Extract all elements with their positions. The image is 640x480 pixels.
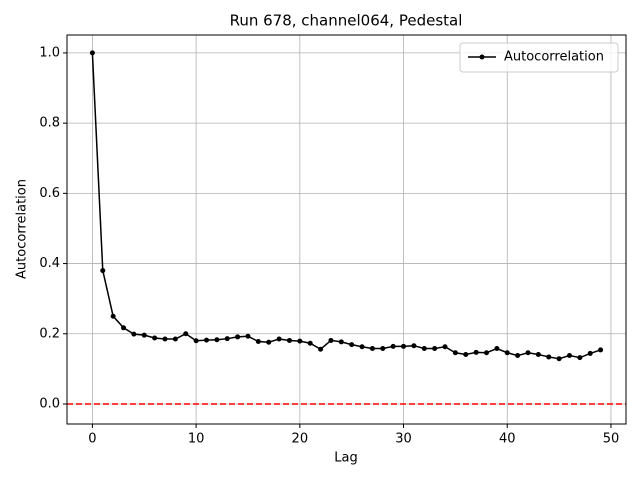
data-point bbox=[338, 339, 344, 345]
data-point bbox=[131, 331, 137, 337]
data-point bbox=[286, 337, 292, 343]
data-point bbox=[193, 338, 199, 344]
y-tick-label: 0.4 bbox=[39, 256, 60, 271]
y-tick-label: 0.0 bbox=[39, 396, 60, 411]
data-point bbox=[525, 350, 531, 356]
x-tick-label: 50 bbox=[603, 432, 620, 447]
y-tick-label: 1.0 bbox=[39, 45, 60, 60]
data-point bbox=[297, 338, 303, 344]
x-axis-label: Lag bbox=[334, 451, 357, 466]
data-point bbox=[235, 334, 241, 340]
data-point bbox=[349, 342, 355, 348]
x-tick-label: 0 bbox=[88, 432, 96, 447]
data-point bbox=[515, 353, 521, 359]
data-point bbox=[203, 337, 209, 343]
data-point bbox=[100, 268, 106, 274]
data-point bbox=[473, 349, 479, 355]
data-point bbox=[224, 336, 230, 342]
x-tick-label: 30 bbox=[395, 432, 412, 447]
data-point bbox=[494, 346, 500, 352]
data-point bbox=[535, 351, 541, 357]
data-point bbox=[214, 337, 220, 343]
data-point bbox=[276, 336, 282, 342]
data-point bbox=[411, 343, 417, 349]
data-point bbox=[484, 350, 490, 356]
data-point bbox=[390, 343, 396, 349]
data-point bbox=[380, 346, 386, 352]
chart-title: Run 678, channel064, Pedestal bbox=[230, 12, 463, 30]
data-point bbox=[328, 337, 334, 343]
data-point bbox=[463, 351, 469, 357]
data-point bbox=[110, 313, 116, 319]
data-point bbox=[577, 355, 583, 361]
data-point bbox=[307, 340, 313, 346]
data-point bbox=[442, 344, 448, 350]
y-tick-label: 0.8 bbox=[39, 116, 60, 131]
data-point bbox=[141, 332, 147, 338]
y-axis-label: Autocorrelation bbox=[15, 179, 30, 279]
data-point bbox=[245, 333, 251, 339]
data-point bbox=[432, 346, 438, 352]
legend-marker bbox=[479, 54, 485, 60]
plot-frame bbox=[66, 34, 627, 425]
y-tick-label: 0.2 bbox=[39, 326, 60, 341]
data-point bbox=[183, 331, 189, 337]
data-point bbox=[255, 338, 261, 344]
data-point bbox=[421, 346, 427, 352]
legend-label: Autocorrelation bbox=[504, 50, 604, 65]
data-point bbox=[152, 335, 158, 341]
data-point bbox=[121, 325, 127, 331]
data-point bbox=[504, 350, 510, 356]
data-point bbox=[401, 343, 407, 349]
x-tick-label: 20 bbox=[292, 432, 309, 447]
legend-box bbox=[459, 42, 619, 73]
data-point bbox=[556, 356, 562, 362]
data-point bbox=[587, 350, 593, 356]
data-point bbox=[89, 50, 95, 56]
data-point bbox=[266, 339, 272, 345]
data-point bbox=[162, 336, 168, 342]
x-tick-label: 40 bbox=[499, 432, 516, 447]
x-tick-label: 10 bbox=[188, 432, 205, 447]
y-tick-label: 0.6 bbox=[39, 186, 60, 201]
data-point bbox=[566, 353, 572, 359]
data-point bbox=[172, 336, 178, 342]
data-point bbox=[369, 346, 375, 352]
data-point bbox=[359, 344, 365, 350]
data-point bbox=[452, 350, 458, 356]
data-point bbox=[598, 347, 604, 353]
data-point bbox=[546, 354, 552, 360]
data-point bbox=[318, 346, 324, 352]
